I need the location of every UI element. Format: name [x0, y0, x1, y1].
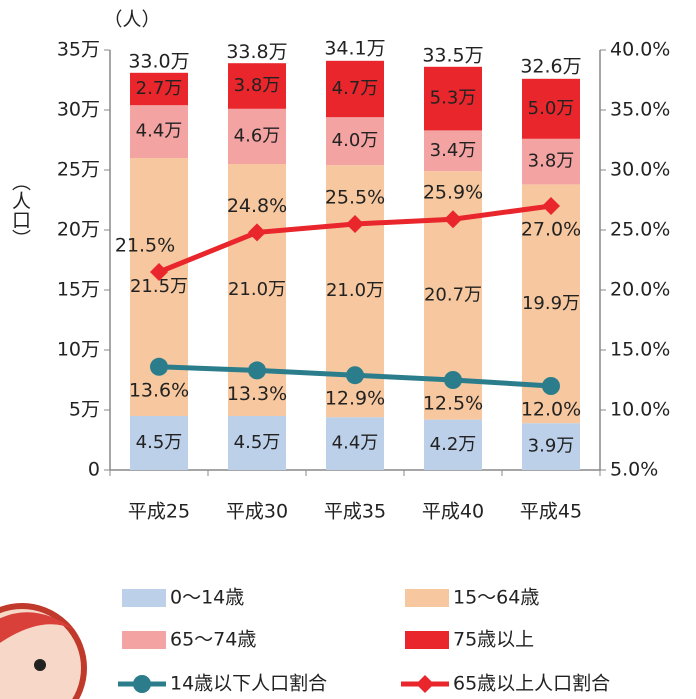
segment-label: 3.8万: [234, 75, 281, 96]
y-tick-label: 35万: [57, 39, 100, 61]
y-tick-label: 5万: [69, 399, 100, 421]
x-tick-label: 平成35: [324, 501, 386, 523]
legend-label: 65歳以上人口割合: [453, 673, 610, 695]
segment-label: 4.0万: [332, 130, 379, 151]
x-tick-label: 平成25: [128, 501, 190, 523]
legend-marker: [416, 675, 434, 693]
y-tick-label: 10万: [57, 339, 100, 361]
segment-label: 21.0万: [228, 279, 286, 300]
segment-label: 3.9万: [528, 436, 575, 457]
legend-swatch: [122, 631, 166, 649]
segment-label: 4.6万: [234, 125, 281, 146]
segment-label: 5.3万: [430, 88, 477, 109]
segment-label: 19.9万: [522, 293, 580, 314]
point: [444, 371, 462, 389]
legend-marker: [133, 675, 151, 693]
x-tick-label: 平成40: [422, 501, 484, 523]
legend-swatch: [405, 631, 449, 649]
total-label: 33.8万: [226, 41, 287, 63]
point-label: 25.9%: [423, 182, 483, 204]
segment-label: 4.2万: [430, 434, 477, 455]
point-label: 12.9%: [325, 388, 385, 410]
segment-label: 2.7万: [136, 78, 183, 99]
point: [150, 358, 168, 376]
y2-tick-label: 20.0%: [610, 279, 670, 301]
legend-swatch: [405, 589, 449, 607]
segment-label: 5.0万: [528, 98, 575, 119]
y2-tick-label: 40.0%: [610, 39, 670, 61]
point: [346, 366, 364, 384]
y-tick-label: 0: [88, 459, 100, 481]
total-label: 33.0万: [128, 51, 189, 73]
point-label: 13.3%: [227, 383, 287, 405]
y-unit: （人）: [103, 9, 160, 31]
legend-label: 15～64歳: [453, 587, 539, 609]
chart: （人） （人口） 0 5万 10万 15万 20万 25万 30万 35万 5.0% 10.0% 1…: [0, 0, 696, 699]
y2-tick-label: 30.0%: [610, 159, 670, 181]
legend-label: 65～74歳: [170, 629, 256, 651]
y2-tick-label: 5.0%: [610, 459, 658, 481]
segment-label: 4.4万: [136, 121, 183, 142]
segment-label: 4.5万: [234, 432, 281, 453]
segment-label: 4.5万: [136, 432, 183, 453]
mascot: [0, 606, 84, 699]
legend-label: 14歳以下人口割合: [170, 673, 327, 695]
legend-label: 0～14歳: [170, 587, 244, 609]
total-label: 32.6万: [520, 55, 581, 77]
y-axis-label: （人口）: [9, 172, 31, 248]
total-label: 33.5万: [422, 45, 483, 67]
point-label: 24.8%: [227, 195, 287, 217]
point-label: 13.6%: [129, 379, 189, 401]
y-tick-label: 15万: [57, 279, 100, 301]
y-tick-label: 25万: [57, 159, 100, 181]
total-label: 34.1万: [324, 37, 385, 59]
segment-label: 21.0万: [326, 280, 384, 301]
y2-tick-label: 15.0%: [610, 339, 670, 361]
point-label: 12.0%: [521, 399, 581, 421]
y-tick-label: 30万: [57, 99, 100, 121]
x-tick-label: 平成30: [226, 501, 288, 523]
segment-label: 20.7万: [424, 284, 482, 305]
point-label: 25.5%: [325, 187, 385, 209]
legend-label: 75歳以上: [453, 629, 534, 651]
y2-tick-label: 25.0%: [610, 219, 670, 241]
legend-swatch: [122, 589, 166, 607]
x-tick-label: 平成45: [520, 501, 582, 523]
point: [542, 377, 560, 395]
point: [248, 361, 266, 379]
segment-label: 3.8万: [528, 151, 575, 172]
segment-label: 4.7万: [332, 78, 379, 99]
y-tick-label: 20万: [57, 219, 100, 241]
point-label: 21.5%: [115, 235, 175, 257]
point-label: 27.0%: [521, 219, 581, 241]
y2-tick-label: 10.0%: [610, 399, 670, 421]
segment-label: 4.4万: [332, 433, 379, 454]
segment-label: 3.4万: [430, 140, 477, 161]
point-label: 12.5%: [423, 393, 483, 415]
y2-tick-label: 35.0%: [610, 99, 670, 121]
